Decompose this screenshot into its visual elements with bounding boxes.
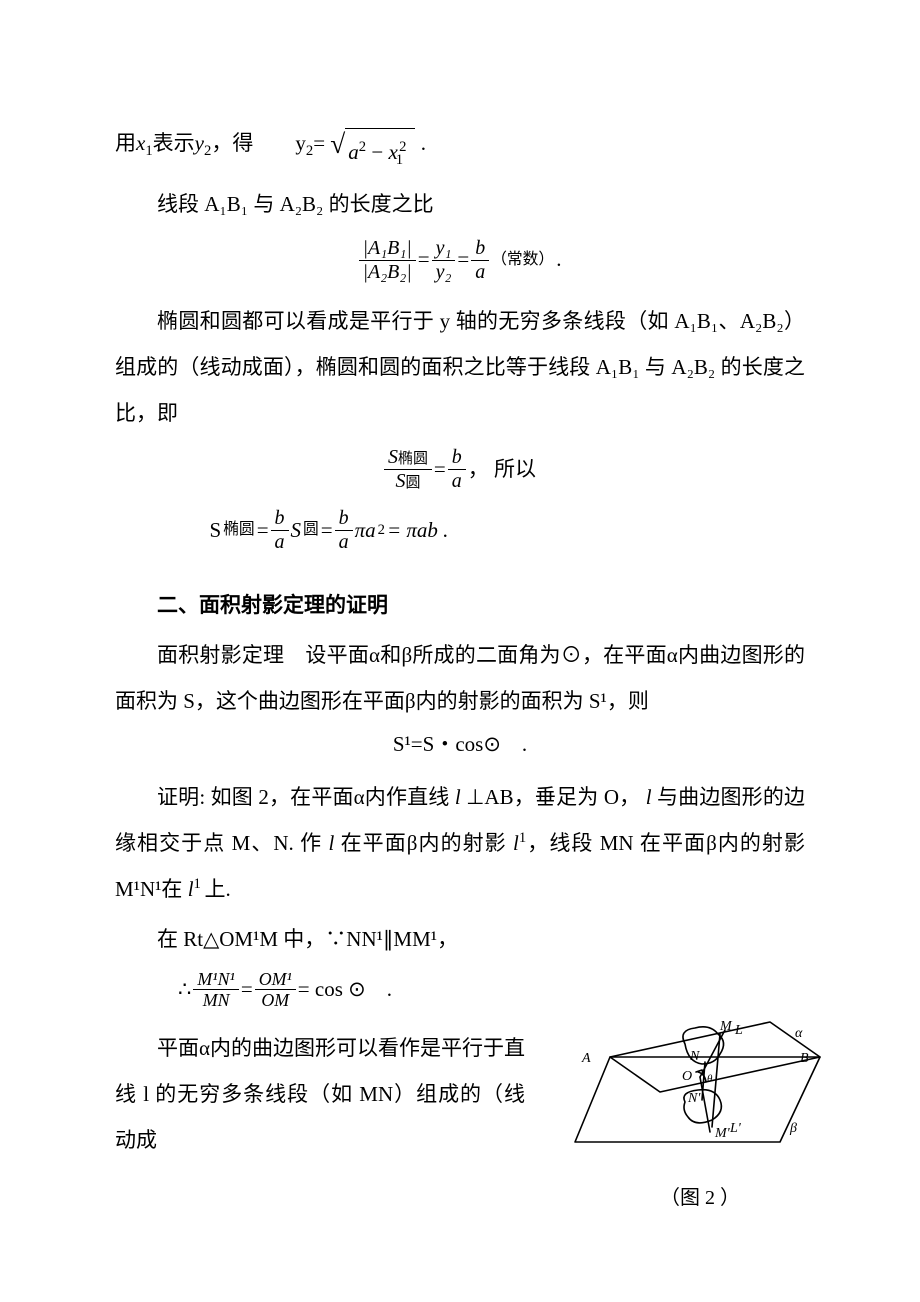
sqrt-expr: √ a2 − x12	[330, 128, 415, 177]
text: 线段 A₁B₁ 与 A₂B₂ 的长度之比	[157, 192, 434, 216]
label-N: N	[689, 1049, 700, 1064]
label-B: B	[800, 1051, 809, 1066]
line-y2-expression: 用x1表示y 2 ，得 y 2 = √ a2 − x12 .	[115, 120, 805, 177]
eq-area-ratio: S椭圆 S圆 = ba ， 所以	[115, 442, 805, 493]
label-L: L	[734, 1023, 743, 1038]
num: b	[471, 237, 489, 261]
var-S: S	[388, 446, 398, 468]
var-S: S	[210, 516, 222, 545]
period: .	[415, 131, 426, 155]
text-suoyi: ， 所以	[468, 455, 536, 484]
text: 在平面β内的射影	[341, 831, 507, 855]
pi-a: πa	[355, 516, 376, 545]
exp: 2	[399, 139, 406, 155]
eq-body: S¹=S・cos⊙ .	[393, 732, 527, 756]
label-A: A	[581, 1051, 591, 1066]
eq-projection: S¹=S・cos⊙ .	[115, 730, 805, 759]
minus: −	[366, 140, 388, 164]
proof-label: 证明:	[157, 785, 205, 809]
var-l: l	[507, 831, 519, 855]
therefore: ∴	[178, 973, 191, 1007]
num: b	[448, 446, 466, 470]
sub-circle: 圆	[405, 475, 420, 491]
eq-sign: =	[434, 455, 446, 484]
para-ellipse-circle: 椭圆和圆都可以看成是平行于 y 轴的无穷多条线段（如 A₁B₁、A₂B₂）组成的…	[115, 298, 805, 437]
den: |A₂B₂|	[359, 261, 416, 284]
den: a	[448, 470, 466, 493]
para-rt-triangle: 在 Rt△OM¹M 中，∵NN¹∥MM¹，	[115, 916, 805, 962]
num: M¹N¹	[193, 969, 238, 991]
sup: 1	[194, 876, 205, 892]
cos-theta: = cos ⊙ .	[298, 973, 392, 1007]
figure-2-svg: A B α β M N M' N' L L' O θ	[570, 982, 830, 1172]
text: 用	[115, 131, 136, 155]
sub-ellipse: 椭圆	[223, 519, 255, 541]
result: = πab .	[387, 516, 448, 545]
num: OM¹	[255, 969, 296, 991]
label-Np: N'	[687, 1091, 701, 1106]
num: y₁	[432, 237, 456, 261]
var-y: y	[195, 131, 204, 155]
figure-2: A B α β M N M' N' L L' O θ （图 2 ）	[570, 982, 830, 1202]
sqrt-icon: √	[330, 131, 345, 180]
eq-ellipse-area: S 椭圆 = ba S圆 = ba πa2 = πab .	[115, 507, 805, 554]
text: 上.	[205, 877, 231, 901]
den: MN	[193, 990, 238, 1011]
text: ⊥AB，垂足为 O，	[466, 785, 640, 809]
var-S: S	[395, 470, 405, 492]
exp: 2	[378, 520, 385, 541]
sub-circle: 圆	[303, 519, 319, 541]
den: a	[471, 261, 489, 284]
var-x: x	[136, 131, 145, 155]
var-l: l	[182, 877, 193, 901]
label-Lp: L'	[729, 1121, 742, 1136]
para-theorem-statement: 面积射影定理 设平面α和β所成的二面角为⊙，在平面α内曲边图形的面积为 S，这个…	[115, 632, 805, 724]
line-segment-ratio-text: 线段 A₁B₁ 与 A₂B₂ 的长度之比	[115, 181, 805, 227]
label-M: M	[719, 1019, 733, 1034]
label-alpha: α	[795, 1026, 803, 1041]
text: 如图 2，在平面α内作直线	[205, 785, 449, 809]
eq-sign: =	[257, 516, 269, 545]
var-l: l	[449, 785, 466, 809]
sub-ellipse: 椭圆	[398, 451, 428, 467]
figure-2-caption: （图 2 ）	[570, 1181, 830, 1210]
note-constant: （常数）	[491, 249, 554, 271]
label-Mp: M'	[714, 1126, 731, 1141]
para-proof: 证明: 如图 2，在平面α内作直线 l ⊥AB，垂足为 O， l 与曲边图形的边…	[115, 774, 805, 913]
den: OM	[255, 990, 296, 1011]
exp: 2	[359, 139, 366, 155]
label-O: O	[682, 1069, 692, 1084]
den: y₂	[432, 261, 456, 284]
var-l: l	[640, 785, 657, 809]
label-theta: θ	[707, 1073, 713, 1085]
sub: 1	[145, 143, 152, 159]
den: a	[271, 531, 289, 554]
var-a: a	[348, 140, 359, 164]
den: a	[335, 531, 353, 554]
eq-sign: =	[418, 245, 430, 274]
var-S: S	[291, 516, 302, 545]
eq-ratio-ab: |A₁B₁||A₂B₂| = y₁y₂ = ba （常数） .	[115, 233, 805, 284]
eq: =	[313, 131, 325, 155]
num: b	[271, 507, 289, 531]
eq-sign: =	[457, 245, 469, 274]
num: b	[335, 507, 353, 531]
eq-sign: =	[241, 973, 253, 1007]
text: 表示	[153, 131, 195, 155]
eq-sign: =	[321, 516, 333, 545]
var-l: l	[322, 831, 340, 855]
section-2-title: 二、面积射影定理的证明	[115, 582, 805, 628]
label-beta: β	[789, 1121, 797, 1136]
num: |A₁B₁|	[359, 237, 416, 261]
period: .	[556, 245, 561, 274]
text: ，得 y	[211, 131, 306, 155]
